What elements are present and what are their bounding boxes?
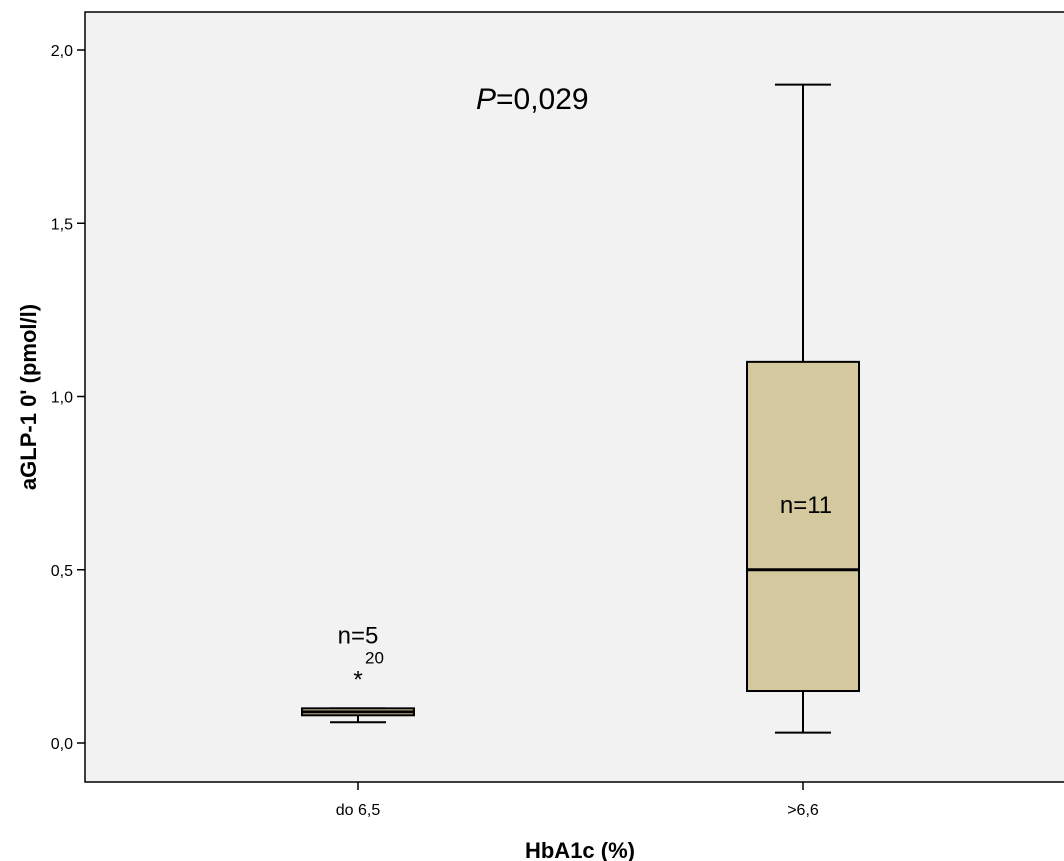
- outlier-label: 20: [365, 649, 384, 668]
- p-value: =0,029: [496, 83, 589, 116]
- p-value-annotation: P=0,029: [476, 83, 589, 116]
- box-iqr: [746, 360, 860, 693]
- box-group: *20n=5: [301, 623, 415, 724]
- p-symbol: P: [476, 83, 496, 116]
- y-tick-label: 1,0: [51, 390, 73, 407]
- y-tick-label: 0,5: [51, 563, 73, 580]
- x-tick-label: do 6,5: [336, 802, 381, 819]
- box-groups: *20n=5 n=11: [301, 83, 860, 734]
- y-tick-label: 0,0: [51, 736, 73, 753]
- x-tick-label: >6,6: [787, 802, 819, 819]
- y-tick-label: 2,0: [51, 43, 73, 60]
- x-axis: do 6,5 >6,6: [336, 782, 819, 819]
- y-axis-title: aGLP-1 0' (pmol/l): [16, 304, 41, 490]
- y-axis: 0,0 0,5 1,0 1,5 2,0: [51, 43, 85, 753]
- n-label: n=5: [338, 623, 379, 650]
- x-axis-title: HbA1c (%): [525, 838, 635, 861]
- n-label: n=11: [780, 492, 832, 519]
- box-group: n=11: [746, 83, 860, 734]
- plot-area: [84, 11, 1064, 783]
- y-tick-label: 1,5: [51, 216, 73, 233]
- outlier-marker: *: [353, 667, 362, 694]
